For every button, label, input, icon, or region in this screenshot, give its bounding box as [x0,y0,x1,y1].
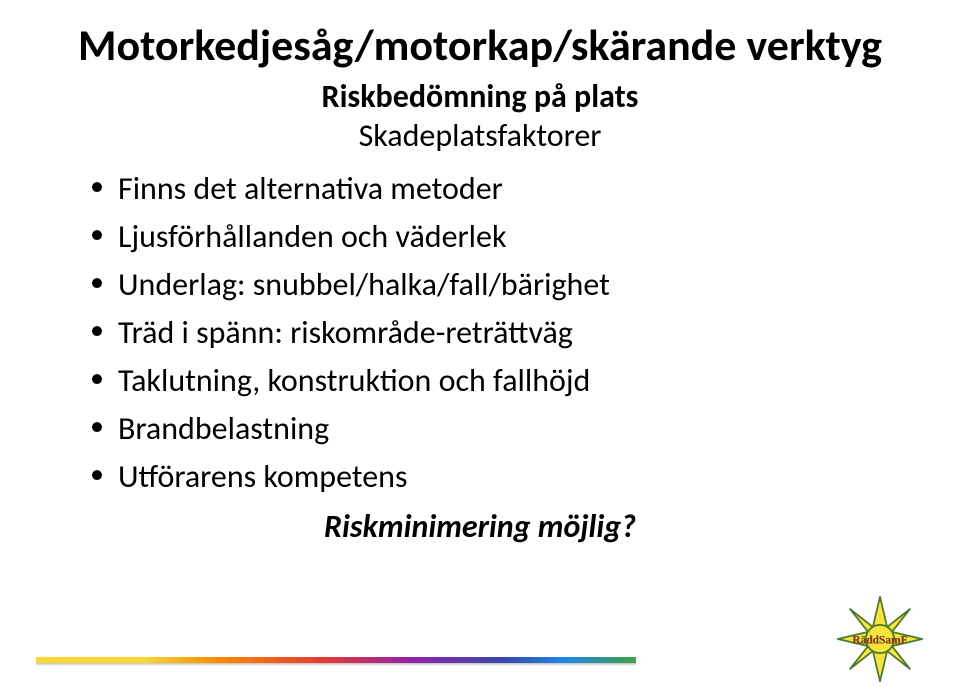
bullet-item: Finns det alternativa metoder [90,165,910,213]
footer-question: Riskminimering möjlig? [50,507,910,546]
subtitle-plain: Skadeplatsfaktorer [50,116,910,155]
bullet-item: Ljusförhållanden och väderlek [90,213,910,261]
bullet-item: Brandbelastning [90,405,910,453]
decorative-gradient-bar [36,657,636,663]
raddsamf-logo: RäddSamF [836,595,924,683]
bullet-item: Träd i spänn: riskområde-reträttväg [90,309,910,357]
bullet-item: Underlag: snubbel/halka/fall/bärighet [90,261,910,309]
bullet-item: Taklutning, konstruktion och fallhöjd [90,357,910,405]
slide-title: Motorkedjesåg/motorkap/skärande verktyg [50,20,910,71]
subtitle-bold: Riskbedömning på plats [50,77,910,116]
slide: Motorkedjesåg/motorkap/skärande verktyg … [0,0,960,699]
bullet-list: Finns det alternativa metoder Ljusförhål… [90,165,910,501]
star-icon: RäddSamF [836,595,924,683]
bullet-item: Utförarens kompetens [90,453,910,501]
logo-text: RäddSamF [852,634,907,646]
